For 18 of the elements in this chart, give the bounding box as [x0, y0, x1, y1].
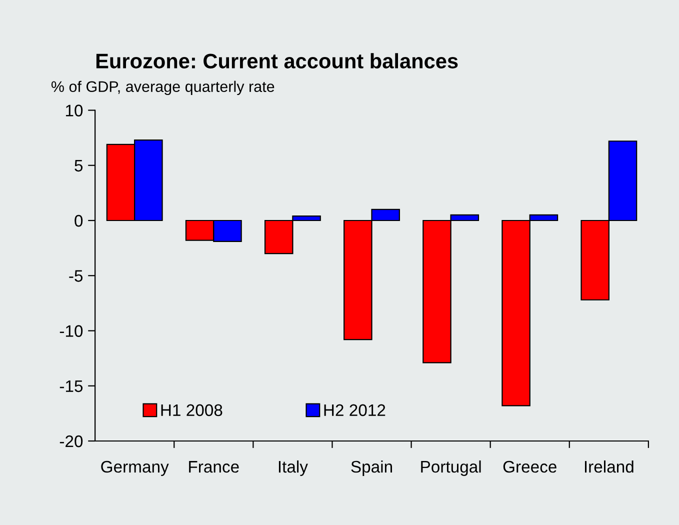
- x-tick-label: Italy: [278, 460, 308, 476]
- y-tick-label: 0: [74, 214, 83, 227]
- x-tick-label: Spain: [351, 460, 392, 476]
- y-tick-label: -5: [69, 270, 83, 282]
- y-tick-label: 10: [66, 104, 83, 116]
- y-tick-label: -15: [60, 380, 83, 392]
- y-tick-label: -10: [60, 325, 83, 337]
- legend-label: H1 2008: [161, 404, 222, 416]
- chart-subtitle: % of GDP, average quarterly rate: [51, 80, 274, 96]
- legend-label: H2 2012: [324, 404, 386, 416]
- x-tick-label: Portugal: [421, 460, 481, 476]
- y-tick-label: -20: [60, 435, 83, 448]
- x-tick-label: France: [189, 461, 239, 473]
- x-tick-label: Greece: [503, 460, 556, 473]
- chart-title: Eurozone: Current account balances: [96, 53, 458, 68]
- x-tick-label: Ireland: [584, 460, 634, 473]
- y-tick-label: 5: [74, 160, 83, 172]
- x-tick-label: Germany: [101, 460, 169, 476]
